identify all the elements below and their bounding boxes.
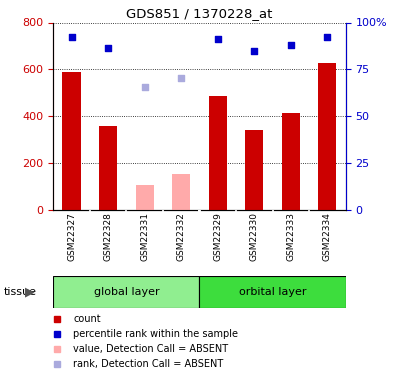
- Bar: [209, 96, 227, 210]
- Bar: [62, 72, 81, 210]
- Text: ▶: ▶: [25, 285, 34, 298]
- Text: global layer: global layer: [94, 286, 159, 297]
- Point: [251, 48, 258, 54]
- Text: value, Detection Call = ABSENT: value, Detection Call = ABSENT: [73, 344, 229, 354]
- Text: percentile rank within the sample: percentile rank within the sample: [73, 329, 239, 339]
- Point: [178, 75, 184, 81]
- Point: [105, 45, 111, 51]
- Title: GDS851 / 1370228_at: GDS851 / 1370228_at: [126, 7, 273, 20]
- Bar: [199, 276, 346, 308]
- Text: GSM22333: GSM22333: [286, 212, 295, 261]
- Text: GSM22328: GSM22328: [103, 212, 113, 261]
- Text: GSM22331: GSM22331: [140, 212, 149, 261]
- Bar: [318, 63, 337, 210]
- Text: tissue: tissue: [4, 286, 37, 297]
- Point: [288, 42, 294, 48]
- Bar: [53, 276, 199, 308]
- Bar: [135, 185, 154, 210]
- Text: GSM22334: GSM22334: [323, 212, 332, 261]
- Text: GSM22330: GSM22330: [250, 212, 259, 261]
- Point: [141, 84, 148, 90]
- Bar: [245, 130, 263, 210]
- Text: rank, Detection Call = ABSENT: rank, Detection Call = ABSENT: [73, 359, 224, 369]
- Text: GSM22332: GSM22332: [177, 212, 186, 261]
- Text: GSM22327: GSM22327: [67, 212, 76, 261]
- Bar: [282, 113, 300, 210]
- Point: [214, 36, 221, 42]
- Point: [68, 34, 75, 40]
- Text: orbital layer: orbital layer: [239, 286, 306, 297]
- Point: [324, 34, 331, 40]
- Text: count: count: [73, 314, 101, 324]
- Bar: [172, 174, 190, 210]
- Text: GSM22329: GSM22329: [213, 212, 222, 261]
- Bar: [99, 126, 117, 210]
